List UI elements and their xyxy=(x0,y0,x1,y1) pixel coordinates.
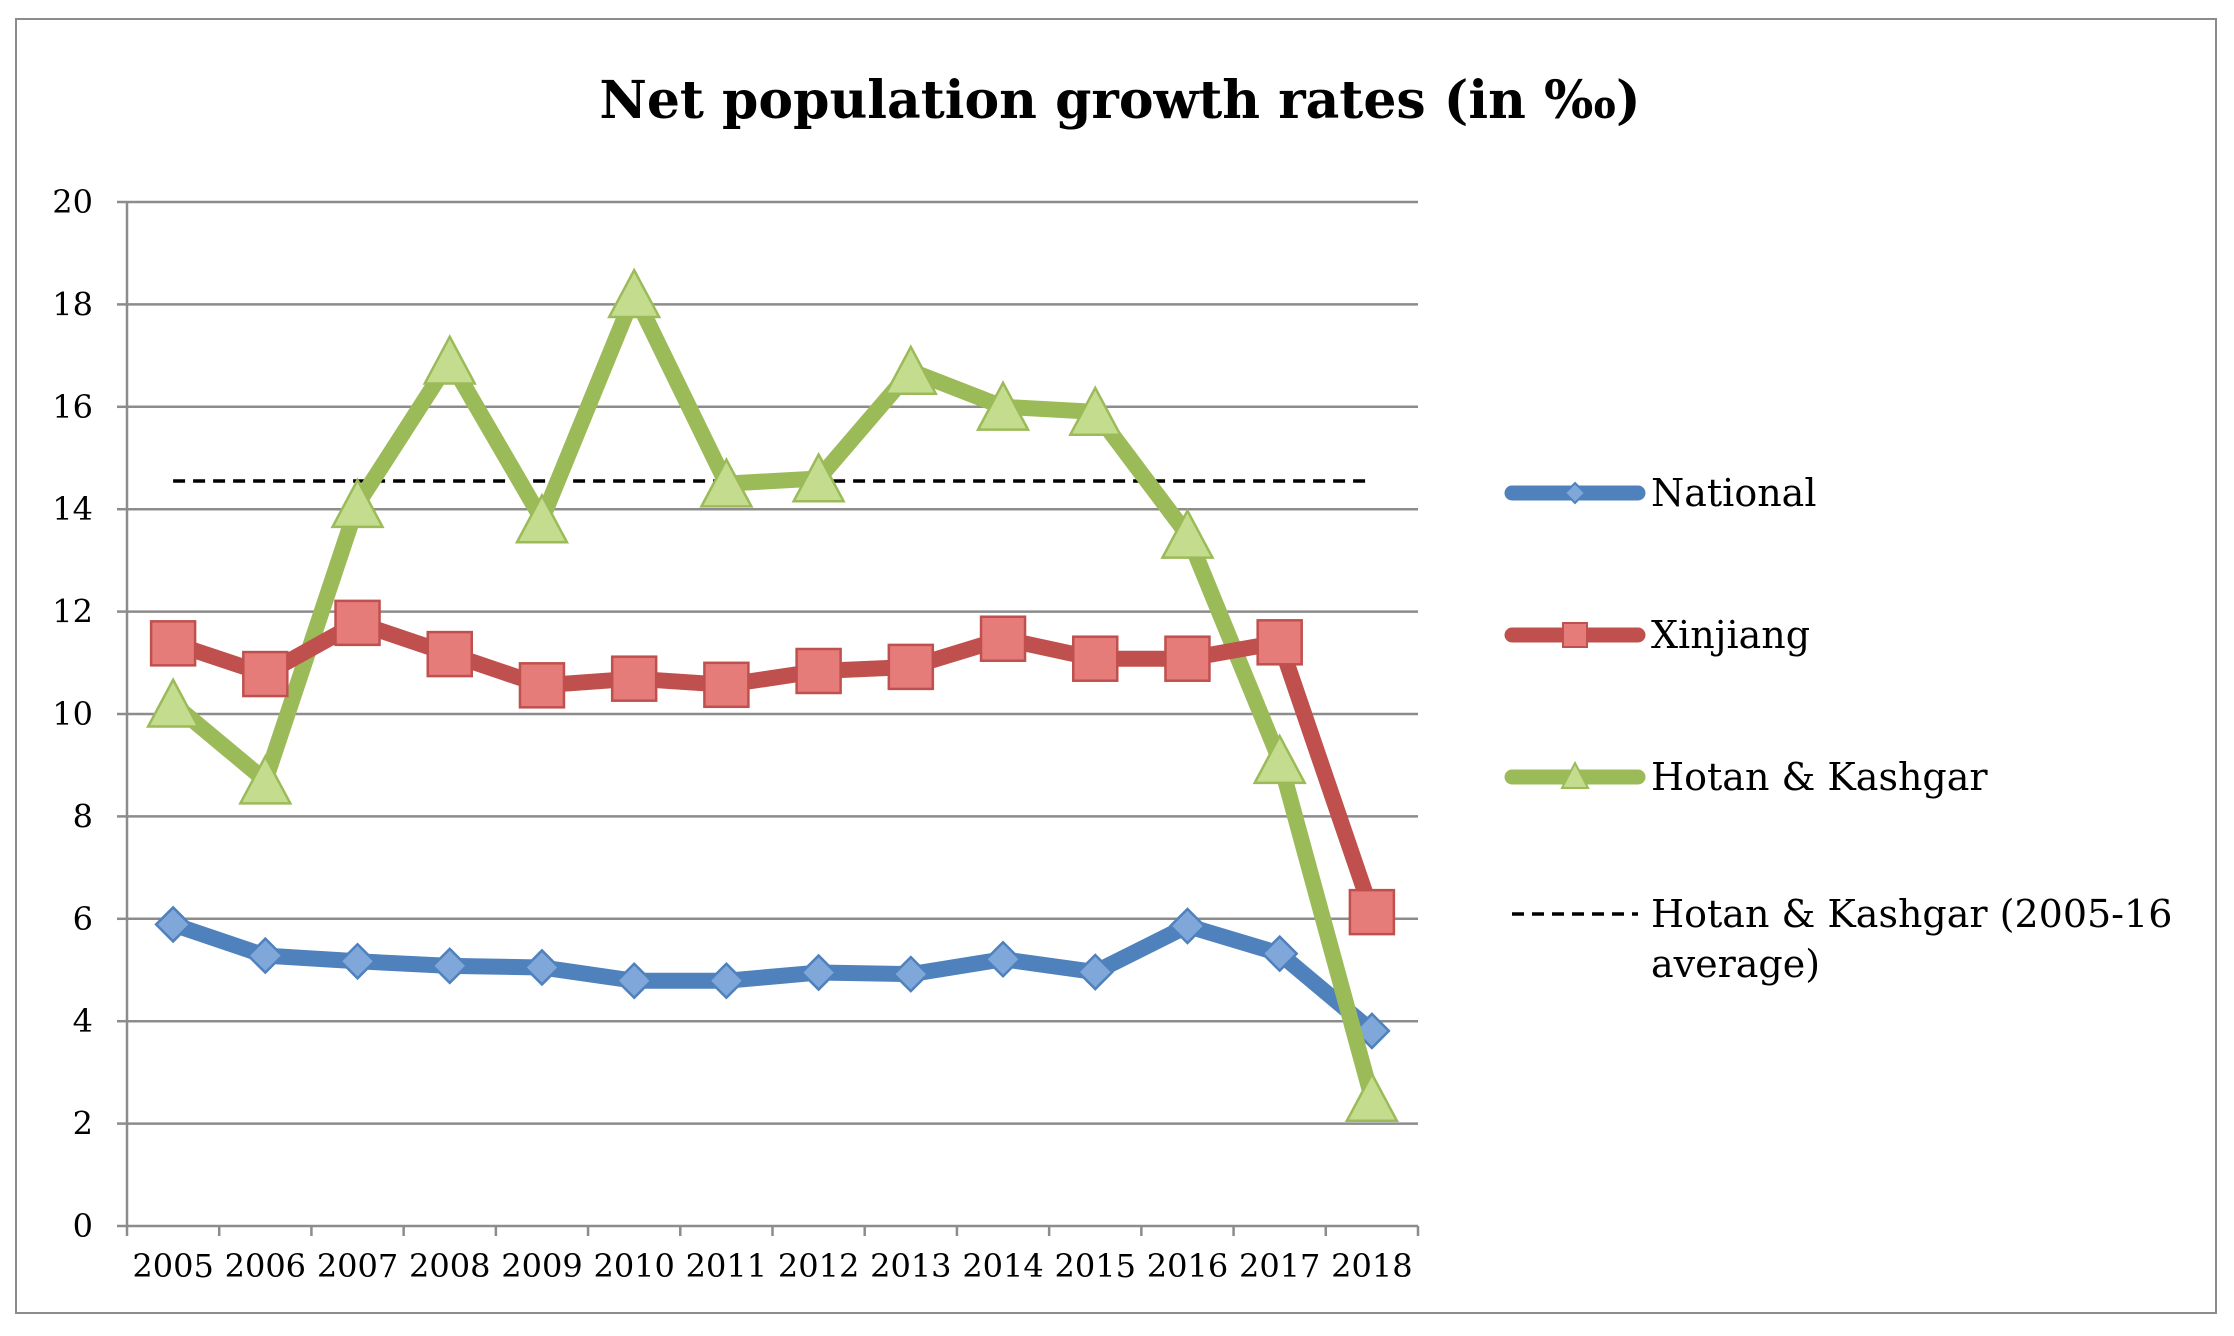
y-tick-label: 18 xyxy=(52,285,93,323)
legend: National Xinjiang Hotan & Kashgar Hotan & K… xyxy=(1504,471,2172,986)
data-point-xinjiang xyxy=(1256,619,1303,666)
data-point-national xyxy=(523,948,561,987)
x-tick-label: 2010 xyxy=(593,1247,674,1285)
data-point-national xyxy=(984,940,1022,979)
data-point-national xyxy=(430,947,469,985)
data-point-hotan-kashgar xyxy=(975,380,1031,431)
gridlines xyxy=(127,200,1418,1125)
data-point-xinjiang xyxy=(334,599,381,647)
data-point-hotan-kashgar xyxy=(238,753,293,805)
data-point-hotan-kashgar xyxy=(607,267,662,319)
x-tick-label: 2015 xyxy=(1055,1247,1136,1285)
y-tick-label: 10 xyxy=(52,695,93,733)
chart-title: Net population growth rates (in ‰) xyxy=(599,70,1640,131)
legend-marker xyxy=(1560,760,1590,789)
y-tick-label: 4 xyxy=(73,1002,93,1040)
y-tick-label: 0 xyxy=(73,1207,93,1245)
x-tick-label: 2016 xyxy=(1147,1247,1228,1285)
data-point-national xyxy=(338,942,377,981)
data-point-xinjiang xyxy=(1348,888,1396,936)
data-point-xinjiang xyxy=(1164,635,1211,682)
legend-label: Hotan & Kashgar xyxy=(1651,755,1988,799)
y-tick-label: 20 xyxy=(52,183,93,221)
data-point-hotan-kashgar xyxy=(791,451,846,503)
legend-label: National xyxy=(1651,471,1817,515)
x-tick-label: 2008 xyxy=(409,1247,490,1285)
x-tick-label: 2014 xyxy=(962,1247,1043,1285)
series-line-national xyxy=(165,916,1380,1039)
data-point-hotan-kashgar xyxy=(146,677,201,728)
data-point-national xyxy=(892,955,930,993)
data-point-national xyxy=(154,905,192,944)
x-tick-label: 2012 xyxy=(778,1247,859,1285)
data-point-national xyxy=(246,936,285,975)
data-point-national xyxy=(615,961,653,1000)
data-point-xinjiang xyxy=(887,643,935,691)
data-point-xinjiang xyxy=(703,661,750,709)
y-tick-label: 16 xyxy=(52,388,93,426)
data-point-hotan-kashgar xyxy=(422,334,477,385)
data-point-xinjiang xyxy=(1072,635,1119,682)
x-tick-label: 2018 xyxy=(1331,1247,1412,1285)
legend-item-hotan-kashgar-2005-16-average: Hotan & Kashgar (2005-16 average) xyxy=(1512,892,2172,986)
data-point-xinjiang xyxy=(426,630,473,678)
y-tick-label: 6 xyxy=(73,900,93,938)
data-point-national xyxy=(1076,953,1115,991)
data-point-xinjiang xyxy=(518,662,566,709)
y-tick-label: 8 xyxy=(73,797,93,835)
data-point-national xyxy=(1168,907,1207,945)
x-tick-label: 2017 xyxy=(1239,1247,1320,1285)
data-point-xinjiang xyxy=(610,655,658,702)
data-point-national xyxy=(707,961,746,1000)
legend-marker xyxy=(1562,622,1588,648)
data-point-hotan-kashgar xyxy=(1344,1071,1399,1123)
data-point-national xyxy=(1260,934,1299,973)
data-point-national xyxy=(799,953,838,992)
y-tick-label: 14 xyxy=(52,490,93,528)
legend-item-national: National xyxy=(1504,471,1817,515)
x-tick-label: 2005 xyxy=(132,1247,213,1285)
legend-label: average) xyxy=(1651,942,1820,986)
data-point-hotan-kashgar xyxy=(1252,733,1307,785)
legend-item-hotan-kashgar: Hotan & Kashgar xyxy=(1504,755,1988,799)
y-tick-label: 12 xyxy=(52,593,93,631)
series-line-hotan-kashgar xyxy=(165,286,1380,1106)
y-tick-label: 2 xyxy=(73,1105,93,1143)
x-tick-label: 2009 xyxy=(501,1247,582,1285)
data-point-xinjiang xyxy=(795,647,842,695)
x-tick-label: 2011 xyxy=(686,1247,767,1285)
data-point-xinjiang xyxy=(979,615,1027,662)
axes: 0 2 4 6 8 10 12 14 16 18 20 2005 2006 2007 2008 2009 201… xyxy=(52,183,1420,1285)
legend-label: Xinjiang xyxy=(1651,613,1810,657)
data-point-hotan-kashgar xyxy=(330,477,385,529)
legend-label: Hotan & Kashgar (2005-16 xyxy=(1651,892,2172,936)
data-point-hotan-kashgar xyxy=(1160,508,1215,559)
data-point-hotan-kashgar xyxy=(699,456,754,508)
x-tick-label: 2006 xyxy=(225,1247,306,1285)
x-tick-label: 2007 xyxy=(317,1247,398,1285)
data-point-xinjiang xyxy=(242,650,289,698)
series-lines xyxy=(146,267,1399,1123)
legend-item-xinjiang: Xinjiang xyxy=(1504,613,1810,657)
data-point-xinjiang xyxy=(149,620,197,667)
data-point-hotan-kashgar xyxy=(514,492,570,544)
x-tick-label: 2013 xyxy=(870,1247,951,1285)
data-point-hotan-kashgar xyxy=(883,344,938,396)
legend-marker xyxy=(1563,481,1587,505)
data-point-hotan-kashgar xyxy=(1068,385,1123,436)
